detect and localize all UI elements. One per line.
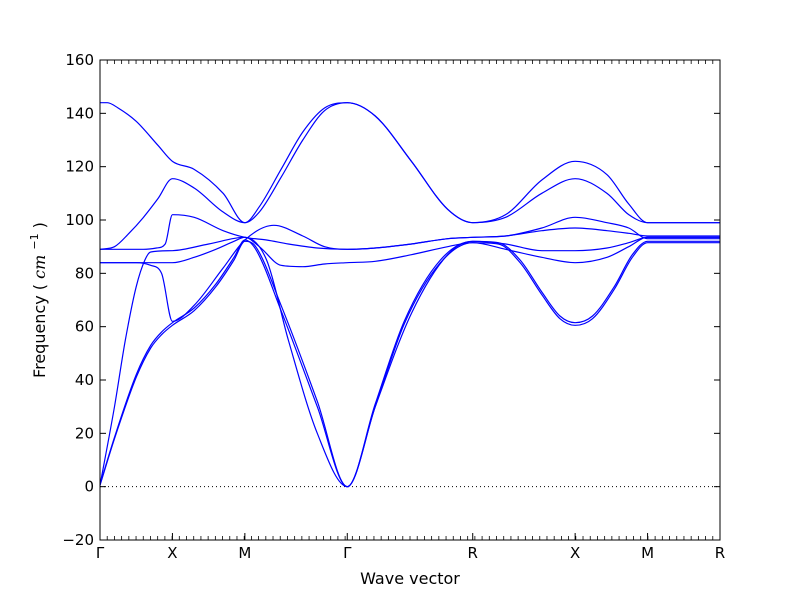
kpoint-label: M bbox=[238, 544, 251, 562]
series-layer bbox=[99, 102, 720, 488]
y-axis-label-unit: cm bbox=[30, 255, 49, 279]
y-axis-label-text: Frequency bbox=[30, 295, 49, 378]
kpoint-label: X bbox=[167, 544, 177, 562]
kpoint-label: Γ bbox=[96, 544, 105, 562]
phonon-band-8 bbox=[100, 102, 720, 224]
y-tick-label: 100 bbox=[65, 211, 94, 229]
kpoint-label: X bbox=[570, 544, 580, 562]
phonon-band-4 bbox=[100, 236, 720, 268]
plot-area bbox=[100, 60, 720, 540]
phonon-band-7 bbox=[99, 102, 720, 250]
kpoint-label: R bbox=[715, 544, 725, 562]
plot-frame bbox=[99, 59, 721, 541]
kpoint-label: Γ bbox=[343, 544, 352, 562]
phonon-band-3 bbox=[99, 236, 720, 488]
y-tick-label: 140 bbox=[65, 104, 94, 122]
y-axis-label-close-paren: ) bbox=[30, 222, 49, 228]
y-tick-label: 80 bbox=[75, 264, 94, 282]
y-tick-label: 20 bbox=[75, 424, 94, 442]
y-tick-label: 120 bbox=[65, 158, 94, 176]
y-axis-label: Frequency ( cm −1 ) bbox=[23, 222, 49, 378]
x-axis-label: Wave vector bbox=[360, 569, 460, 588]
y-axis-label-open-paren: ( bbox=[30, 284, 49, 290]
kpoint-label: R bbox=[468, 544, 478, 562]
kpoint-label: M bbox=[641, 544, 654, 562]
y-tick-label: 160 bbox=[65, 51, 94, 69]
y-axis-label-unit-exponent: −1 bbox=[28, 233, 41, 249]
phonon-band-6 bbox=[99, 214, 720, 250]
y-tick-label: 0 bbox=[84, 478, 94, 496]
y-tick-label: −20 bbox=[62, 531, 94, 549]
y-tick-label: 40 bbox=[75, 371, 94, 389]
y-tick-label: 60 bbox=[75, 318, 94, 336]
tick-layer: −20 0 20 40 60 80 100 120 140 160 Γ X M Γ R X M R bbox=[62, 51, 725, 562]
